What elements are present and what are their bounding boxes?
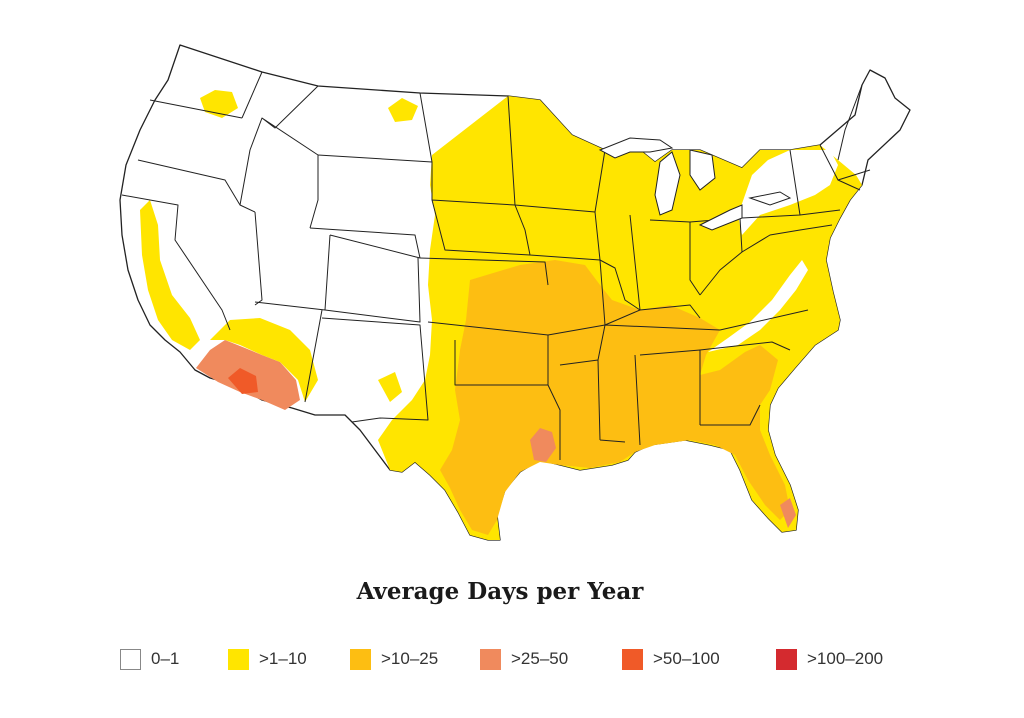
zone-0-1-northeast	[738, 150, 838, 235]
legend-label-1-10: >1–10	[259, 649, 307, 668]
legend-label-100-200: >100–200	[807, 649, 884, 668]
legend-swatch-10-25	[350, 648, 371, 670]
zone-50-100-arizona-core	[228, 368, 258, 394]
legend-title: Average Days per Year	[356, 578, 644, 605]
legend-item-1-10: >1–10	[228, 646, 307, 672]
legend-item-0-1: 0–1	[120, 646, 179, 672]
legend-swatch-1-10	[228, 648, 249, 670]
legend-label-0-1: 0–1	[151, 649, 180, 668]
legend-label-10-25: >10–25	[381, 649, 439, 668]
zone-1-10-montana	[388, 98, 418, 122]
legend-label-50-100: >50–100	[653, 649, 720, 668]
zone-1-10-new-mexico-edge	[378, 372, 402, 402]
zone-0-1-appalachia	[708, 260, 808, 352]
us-choropleth-map	[119, 44, 911, 541]
legend-item-50-100: >50–100	[622, 646, 720, 672]
legend-item-25-50: >25–50	[480, 646, 568, 672]
zone-1-10-arizona-ring	[210, 318, 318, 402]
zone-25-50-texas-coast	[530, 428, 556, 462]
legend-item-100-200: >100–200	[776, 646, 883, 672]
legend-swatch-100-200	[776, 648, 797, 670]
zone-1-10-washington	[200, 90, 238, 118]
legend: 0–1 >1–10 >10–25 >25–50 >50–100 >100–200	[0, 646, 1024, 672]
zone-25-50-florida	[780, 498, 796, 528]
zone-1-10-california-valley	[140, 200, 200, 350]
great-lakes	[598, 137, 792, 231]
legend-label-25-50: >25–50	[511, 649, 569, 668]
legend-swatch-0-1	[120, 648, 141, 670]
legend-swatch-25-50	[480, 648, 501, 670]
legend-item-10-25: >10–25	[350, 646, 438, 672]
legend-swatch-50-100	[622, 648, 643, 670]
